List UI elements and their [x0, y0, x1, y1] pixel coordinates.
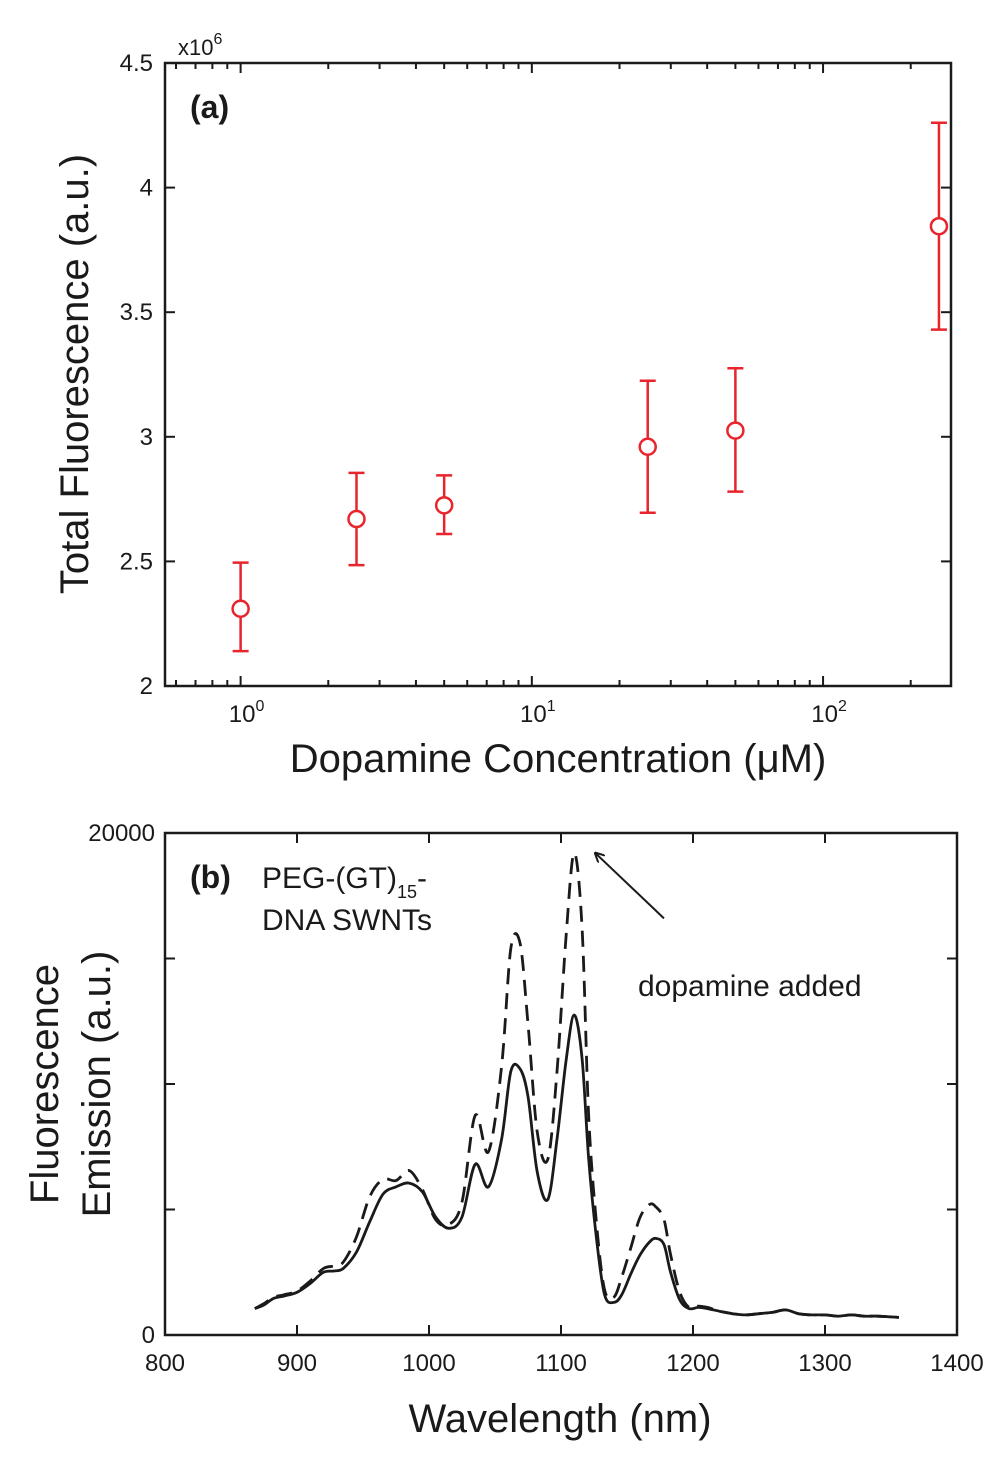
data-point	[726, 421, 745, 440]
spectrum-before	[254, 1013, 899, 1319]
b-xtick-label: 1100	[535, 1350, 587, 1377]
a-ytick-label: 2	[140, 673, 153, 700]
b-xtick-label: 800	[145, 1350, 185, 1377]
panel-b-y-axis-label-line2: Emission (a.u.)	[75, 951, 119, 1218]
a-ytick-label: 3	[140, 424, 153, 451]
panel-b-spectra	[254, 851, 899, 1319]
panel-a-y-axis-label: Total Fluorescence (a.u.)	[53, 154, 97, 594]
data-point	[929, 216, 949, 236]
data-point	[638, 437, 657, 457]
panel-a-x-ticks: 100 101 102	[175, 63, 912, 728]
data-point	[231, 599, 250, 618]
panel-a: 2 2.5 3 3.5 4 4.5 100 101 102 x106 (a) Dopamine…	[53, 31, 953, 781]
a-xtick-label: 100	[229, 698, 265, 728]
b-ytick-label: 20000	[88, 820, 155, 847]
b-xtick-label: 1000	[402, 1350, 455, 1377]
panel-a-label: (a)	[190, 89, 229, 125]
panel-a-plot-frame	[163, 61, 953, 688]
a-ytick-label: 4.5	[120, 50, 153, 77]
panel-b: 0 20000 800 900 1000 1100 1200 1300 1400 (b) PE…	[23, 820, 984, 1441]
panel-b-y-ticks: 0 20000	[88, 820, 957, 1349]
panel-b-y-axis-label-line1: Fluorescence	[23, 964, 67, 1204]
b-xtick-label: 1200	[666, 1350, 719, 1377]
panel-b-plot-frame	[163, 831, 959, 1337]
b-xtick-label: 1300	[798, 1350, 851, 1377]
data-point	[347, 509, 366, 529]
sample-label-line1: PEG-(GT)15-	[262, 862, 427, 902]
panel-b-label: (b)	[190, 859, 231, 895]
sample-label-line2: DNA SWNTs	[262, 904, 432, 937]
panel-b-x-axis-label: Wavelength (nm)	[408, 1397, 711, 1441]
data-point	[434, 496, 454, 515]
spectrum-dopamine-added	[254, 851, 899, 1319]
b-ytick-label: 0	[142, 1322, 155, 1349]
panel-a-data-points	[231, 121, 949, 653]
dopamine-arrow	[595, 853, 665, 920]
a-ytick-label: 4	[140, 175, 153, 202]
dopamine-annotation: dopamine added	[638, 970, 862, 1003]
a-xtick-label: 101	[520, 698, 556, 728]
a-xtick-label: 102	[811, 698, 847, 728]
b-xtick-label: 1400	[930, 1350, 983, 1377]
panel-b-x-ticks: 800 900 1000 1100 1200 1300 1400	[145, 833, 984, 1377]
a-ytick-label: 3.5	[120, 299, 153, 326]
panel-a-y-multiplier: x106	[178, 31, 222, 60]
panel-a-x-axis-label: Dopamine Concentration (μM)	[290, 737, 827, 781]
a-ytick-label: 2.5	[120, 548, 153, 575]
b-xtick-label: 900	[277, 1350, 317, 1377]
